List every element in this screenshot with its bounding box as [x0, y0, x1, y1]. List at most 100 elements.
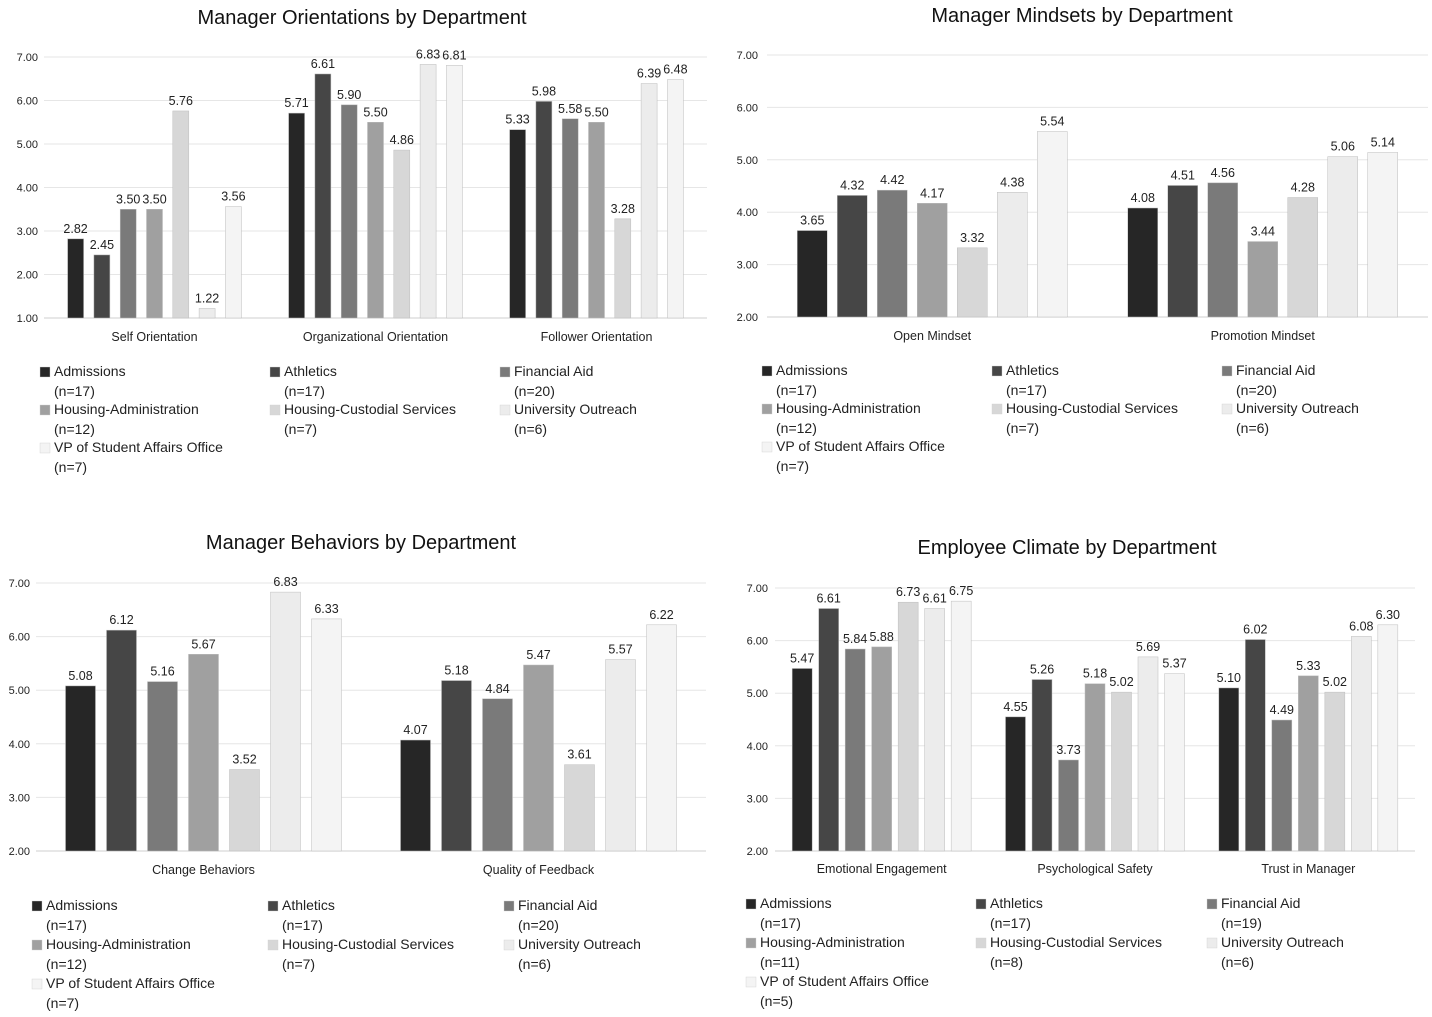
bar-financial-aid-emotional-engagement: [844, 648, 866, 852]
legend-sample-size: (n=17): [776, 382, 817, 398]
y-tick-label: 3.00: [737, 260, 758, 272]
bar-admissions-self-orientation: [67, 238, 84, 319]
data-label: 5.84: [843, 632, 867, 646]
chart-panel-2: Manager Mindsets by Department 2.00 3.00 4.…: [737, 5, 1428, 474]
legend-swatch: [269, 366, 281, 378]
bar-financial-aid-follower-orientation: [561, 118, 579, 319]
bar-athletics-quality-of-feedback: [441, 680, 472, 852]
legend-swatch: [991, 403, 1003, 415]
legend: Admissions (n=17) Athletics (n=17) Financial…: [761, 362, 1359, 474]
bar-housing-custodial-services-open-mindset: [957, 247, 988, 318]
y-tick-label: 5.00: [9, 685, 30, 697]
data-label: 5.16: [150, 665, 174, 679]
bar-housing-administration-emotional-engagement: [871, 646, 892, 852]
category-label: Psychological Safety: [1037, 862, 1153, 876]
bar-admissions-follower-orientation: [509, 129, 526, 319]
legend-sample-size: (n=17): [284, 383, 325, 399]
legend-label: University Outreach: [1221, 934, 1344, 950]
y-tick-label: 6.00: [737, 102, 758, 114]
legend-sample-size: (n=20): [1236, 382, 1277, 398]
data-label: 6.30: [1376, 608, 1400, 622]
legend-sample-size: (n=17): [990, 915, 1031, 931]
legend-label: VP of Student Affairs Office: [760, 973, 929, 989]
bar-housing-administration-promotion-mindset: [1247, 241, 1278, 318]
data-label: 5.88: [869, 630, 893, 644]
data-label: 6.22: [649, 608, 673, 622]
legend-label: Financial Aid: [1236, 362, 1315, 378]
legend-sample-size: (n=12): [776, 420, 817, 436]
legend-label: VP of Student Affairs Office: [54, 439, 223, 455]
bar-admissions-psychological-safety: [1005, 716, 1026, 852]
category-label: Follower Orientation: [541, 330, 653, 344]
legend-label: Housing-Administration: [54, 401, 199, 417]
bar-admissions-promotion-mindset: [1127, 207, 1158, 318]
data-label: 6.48: [663, 63, 687, 77]
legend-swatch: [269, 404, 281, 416]
legend-swatch: [499, 404, 511, 416]
legend-swatch: [745, 976, 757, 988]
bar-housing-administration-follower-orientation: [588, 122, 605, 319]
bar-housing-administration-trust-in-manager: [1298, 675, 1319, 852]
legend-sample-size: (n=7): [1006, 420, 1039, 436]
legend-label: Housing-Administration: [760, 934, 905, 950]
y-tick-label: 4.00: [17, 183, 38, 195]
bar-housing-custodial-services-follower-orientation: [614, 218, 632, 319]
bar-athletics-promotion-mindset: [1167, 185, 1198, 318]
legend-sample-size: (n=20): [514, 383, 555, 399]
bar-vp-of-student-affairs-office-follower-orientation: [667, 79, 684, 319]
legend-swatch: [1221, 365, 1233, 377]
legend-label: Financial Aid: [518, 897, 597, 913]
data-label: 4.42: [880, 173, 904, 187]
legend-swatch: [761, 365, 773, 377]
data-label: 5.14: [1371, 135, 1395, 149]
legend-swatch: [1206, 898, 1218, 910]
legend-swatch: [1221, 403, 1233, 415]
bar-vp-of-student-affairs-office-self-orientation: [225, 206, 242, 319]
bar-vp-of-student-affairs-office-psychological-safety: [1164, 673, 1185, 852]
bar-housing-custodial-services-psychological-safety: [1111, 691, 1132, 852]
legend-swatch: [745, 898, 757, 910]
data-label: 5.54: [1040, 115, 1064, 129]
chart-title: Manager Mindsets by Department: [931, 5, 1233, 27]
data-label: 5.69: [1136, 640, 1160, 654]
legend-sample-size: (n=17): [54, 383, 95, 399]
bar-university-outreach-promotion-mindset: [1327, 156, 1358, 318]
legend-label: Financial Aid: [1221, 895, 1300, 911]
y-tick-label: 4.00: [9, 739, 30, 751]
legend-label: University Outreach: [514, 401, 637, 417]
legend-label: University Outreach: [1236, 400, 1359, 416]
data-label: 5.57: [608, 643, 632, 657]
legend-label: Financial Aid: [514, 363, 593, 379]
y-tick-label: 7.00: [9, 578, 30, 590]
y-tick-label: 5.00: [737, 155, 758, 167]
bar-admissions-emotional-engagement: [791, 668, 813, 852]
chart-panel-4: Employee Climate by Department 2.00 3.00 4.…: [745, 537, 1415, 1009]
bar-athletics-change-behaviors: [106, 629, 137, 852]
data-label: 2.82: [63, 222, 87, 236]
data-label: 6.75: [949, 584, 973, 598]
data-label: 4.08: [1131, 191, 1155, 205]
category-label: Trust in Manager: [1261, 862, 1355, 876]
legend-sample-size: (n=7): [284, 421, 317, 437]
data-label: 4.28: [1291, 181, 1315, 195]
bar-university-outreach-quality-of-feedback: [605, 659, 636, 852]
bar-athletics-open-mindset: [837, 195, 868, 318]
bar-vp-of-student-affairs-office-promotion-mindset: [1367, 152, 1398, 318]
data-label: 5.76: [169, 94, 193, 108]
legend-swatch: [267, 939, 279, 951]
legend-label: Admissions: [54, 363, 126, 379]
legend-sample-size: (n=6): [1221, 954, 1254, 970]
bar-financial-aid-psychological-safety: [1058, 759, 1079, 852]
y-tick-label: 7.00: [737, 50, 758, 62]
y-tick-label: 5.00: [747, 688, 768, 700]
legend: Admissions (n=17) Athletics (n=17) Financial…: [745, 895, 1344, 1009]
y-tick-label: 2.00: [9, 846, 30, 858]
legend-swatch: [31, 900, 43, 912]
bar-housing-custodial-services-emotional-engagement: [897, 601, 919, 852]
data-label: 3.61: [567, 748, 591, 762]
legend-sample-size: (n=7): [282, 956, 315, 972]
data-label: 6.02: [1243, 623, 1267, 637]
legend-swatch: [31, 939, 43, 951]
y-tick-label: 2.00: [17, 270, 38, 282]
bar-university-outreach-psychological-safety: [1137, 656, 1159, 852]
